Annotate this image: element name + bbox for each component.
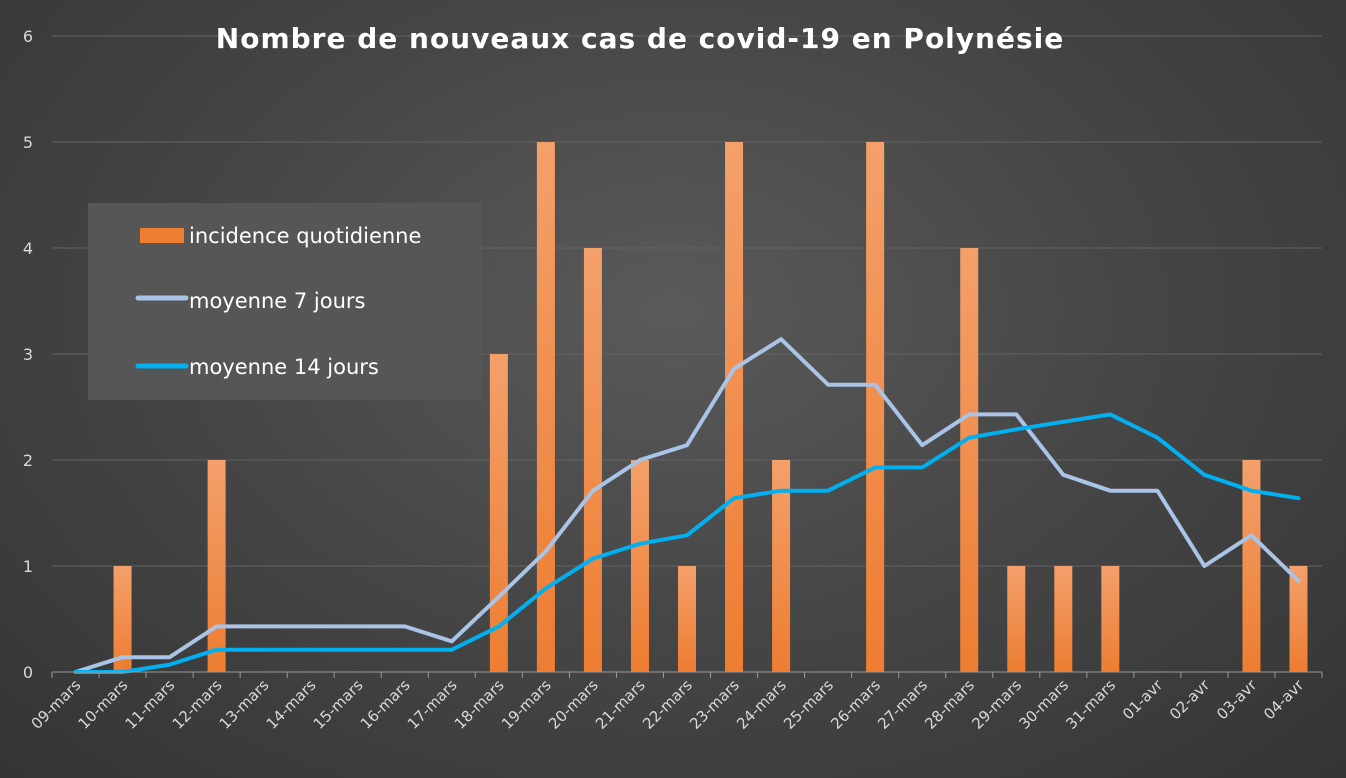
bar-incidence [536,142,555,672]
x-tick-label: 15-mars [310,676,367,733]
bar-incidence [960,248,979,672]
x-tick-label: 01-avr [1119,676,1167,724]
bar-incidence [1101,566,1120,672]
x-tick-label: 17-mars [404,676,461,733]
legend-label-14-jours: moyenne 14 jours [189,355,379,379]
legend-label-7-jours: moyenne 7 jours [189,289,365,313]
bar-series [113,142,1308,672]
x-tick-label: 20-mars [545,676,602,733]
x-tick-label: 03-avr [1213,676,1261,724]
y-tick-label: 6 [23,27,33,46]
bar-incidence [1007,566,1026,672]
line-series [73,337,1301,674]
y-tick-label: 0 [23,663,33,682]
bar-incidence [772,460,791,672]
bar-incidence [1289,566,1308,672]
bar-incidence [630,460,649,672]
bar-incidence [866,142,885,672]
x-tick-label: 26-mars [827,676,884,733]
bar-incidence [725,142,744,672]
x-tick-label: 09-mars [28,676,85,733]
x-axis [51,671,1323,678]
bar-incidence [583,248,602,672]
x-tick-label: 29-mars [968,676,1025,733]
line-moyenne-14-jours [73,412,1301,674]
bar-incidence [207,460,226,672]
x-tick-label: 13-mars [216,676,273,733]
x-tick-label: 31-mars [1062,676,1119,733]
x-tick-label: 28-mars [921,676,978,733]
y-tick-label: 3 [23,345,33,364]
x-tick-label: 10-mars [75,676,132,733]
x-tick-label: 27-mars [874,676,931,733]
legend-label-incidence: incidence quotidienne [189,224,421,248]
y-axis-ticks: 0 1 2 3 4 5 6 [23,27,33,682]
x-tick-label: 11-mars [122,676,179,733]
x-tick-label: 30-mars [1015,676,1072,733]
x-tick-label: 04-avr [1260,676,1308,724]
bar-incidence [1054,566,1073,672]
x-tick-label: 18-mars [451,676,508,733]
x-tick-label: 24-mars [733,676,790,733]
x-tick-label: 23-mars [686,676,743,733]
x-tick-label: 14-mars [263,676,320,733]
x-tick-label: 16-mars [357,676,414,733]
bar-incidence [678,566,696,672]
bar-incidence [113,566,132,672]
legend: incidence quotidienne moyenne 7 jours mo… [88,203,482,400]
y-tick-label: 4 [23,239,33,258]
x-tick-label: 21-mars [592,676,649,733]
bar-incidence [1242,460,1261,672]
x-tick-label: 25-mars [780,676,837,733]
x-axis-ticks: 09-mars10-mars11-mars12-mars13-mars14-ma… [28,676,1308,733]
x-tick-label: 02-avr [1166,676,1214,724]
y-tick-label: 5 [23,133,33,152]
legend-swatch-incidence [140,228,184,243]
x-tick-label: 12-mars [169,676,226,733]
line-moyenne-7-jours [73,337,1301,674]
chart-title: Nombre de nouveaux cas de covid-19 en Po… [216,22,1064,55]
y-tick-label: 1 [23,557,33,576]
x-tick-label: 19-mars [498,676,555,733]
x-tick-label: 22-mars [639,676,696,733]
y-tick-label: 2 [23,451,33,470]
